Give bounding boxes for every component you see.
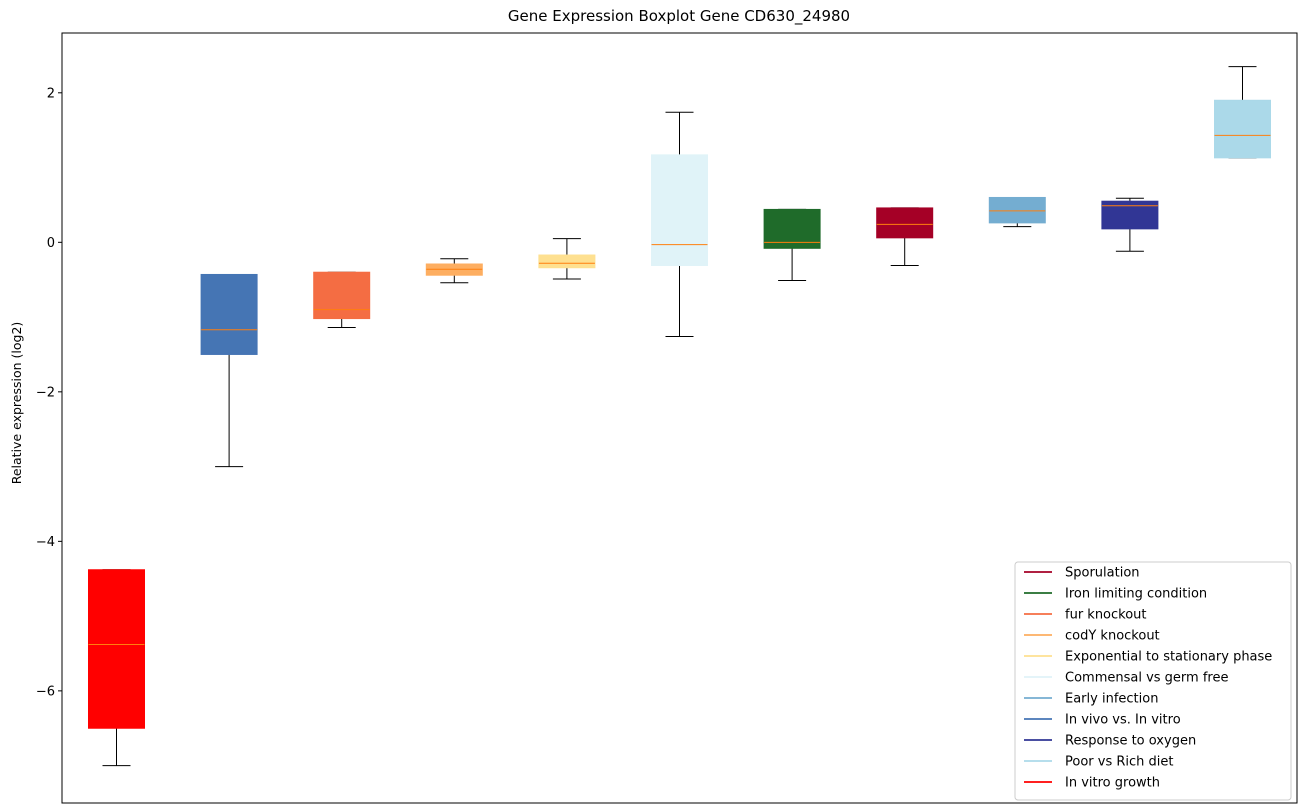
legend-label: Exponential to stationary phase: [1065, 650, 1272, 665]
y-tick-label: 2: [47, 86, 55, 101]
legend-label: Commensal vs germ free: [1065, 671, 1228, 686]
box-rect: [313, 271, 371, 320]
plot-frame: [61, 32, 1298, 804]
box-rect: [651, 154, 708, 266]
box-5: [538, 238, 596, 280]
legend-box: [1014, 561, 1292, 801]
box-2: [200, 273, 258, 468]
box-11: [1214, 66, 1271, 159]
y-axis-ticks: 2 0 −2 −4 −6: [36, 86, 62, 699]
y-tick-label: −4: [36, 535, 55, 550]
legend-label: In vitro growth: [1065, 776, 1160, 791]
box-rect: [1214, 99, 1271, 159]
legend-label: Poor vs Rich diet: [1065, 755, 1173, 770]
legend-label: Early infection: [1065, 692, 1158, 707]
legend-label: fur knockout: [1065, 608, 1147, 623]
box-3: [313, 271, 371, 329]
box-rect: [88, 569, 145, 729]
legend-label: Response to oxygen: [1065, 734, 1196, 749]
chart-title: Gene Expression Boxplot Gene CD630_24980: [508, 7, 850, 26]
box-1: [88, 569, 145, 767]
legend-label: Iron limiting condition: [1065, 587, 1207, 602]
legend: Sporulation Iron limiting condition fur kn…: [1014, 561, 1292, 801]
y-tick-label: 0: [47, 236, 55, 251]
box-rect: [200, 273, 258, 355]
box-rect: [876, 207, 934, 239]
legend-label: In vivo vs. In vitro: [1065, 713, 1181, 728]
box-rect: [988, 196, 1046, 224]
box-9: [988, 196, 1046, 228]
legend-label: codY knockout: [1065, 629, 1160, 644]
box-4: [425, 258, 483, 284]
box-10: [1101, 197, 1159, 252]
y-tick-label: −6: [36, 684, 55, 699]
box-rect: [538, 254, 596, 269]
box-6: [651, 111, 708, 338]
box-7: [763, 208, 821, 281]
y-tick-label: −2: [36, 385, 55, 400]
legend-label: Sporulation: [1065, 566, 1140, 581]
box-8: [876, 207, 934, 266]
y-axis-label: Relative expression (log2): [9, 322, 24, 485]
boxes-group: [88, 66, 1271, 767]
